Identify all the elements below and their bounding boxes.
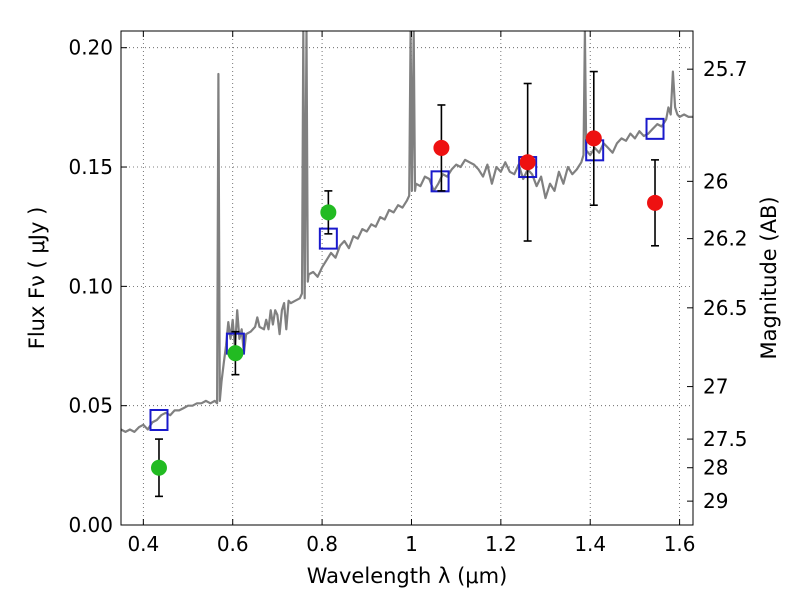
observed-flux-point [227,345,244,362]
plot-frame [120,30,694,526]
observed-flux-point [433,139,450,156]
model-photometry-layer [149,117,665,431]
model-flux-box [645,117,665,140]
x-tick-label: 1.6 [664,532,696,556]
y2-axis-ticks: 25.7 26 26.2 26.5 27 27.5 28 29 [687,57,748,513]
grid-lines [121,31,693,526]
y2-tick-label: 26.5 [703,296,748,320]
y2-axis-label: Magnitude (AB) [757,196,781,359]
x-tick-label: 1.2 [485,532,517,556]
model-spectrum-line [121,31,693,433]
y-tick-label: 0.05 [68,394,113,418]
y2-tick-label: 26.2 [703,227,748,251]
observed-flux-point [320,204,337,221]
y2-tick-label: 27.5 [703,427,748,451]
x-axis-label: Wavelength λ (μm) [307,564,508,588]
model-spectrum-layer [121,31,693,433]
x-tick-label: 1 [405,532,418,556]
y2-tick-label: 28 [703,456,728,480]
x-axis-ticks: 0.4 0.6 0.8 1 1.2 1.4 1.6 [127,31,696,556]
y2-tick-label: 29 [703,489,728,513]
y2-tick-label: 27 [703,375,728,399]
x-tick-label: 0.8 [306,532,338,556]
observed-flux-point [519,154,536,171]
observed-flux-point [585,130,602,147]
y-tick-label: 0.20 [68,36,113,60]
y2-tick-label: 26 [703,169,728,193]
y-axis-label: Flux Fν ( μJy ) [25,207,49,350]
y-axis-ticks: 0.00 0.05 0.10 0.15 0.20 [68,36,127,537]
y-tick-label: 0.00 [68,513,113,537]
observed-flux-point [150,459,167,476]
x-tick-label: 1.4 [574,532,606,556]
y-tick-label: 0.10 [68,274,113,298]
x-tick-label: 0.4 [127,532,159,556]
model-flux-box [149,408,169,431]
y-tick-label: 0.15 [68,155,113,179]
x-tick-label: 0.6 [217,532,249,556]
observed-photometry-layer [150,70,664,498]
observed-flux-point [647,194,664,211]
y2-tick-label: 25.7 [703,57,748,81]
